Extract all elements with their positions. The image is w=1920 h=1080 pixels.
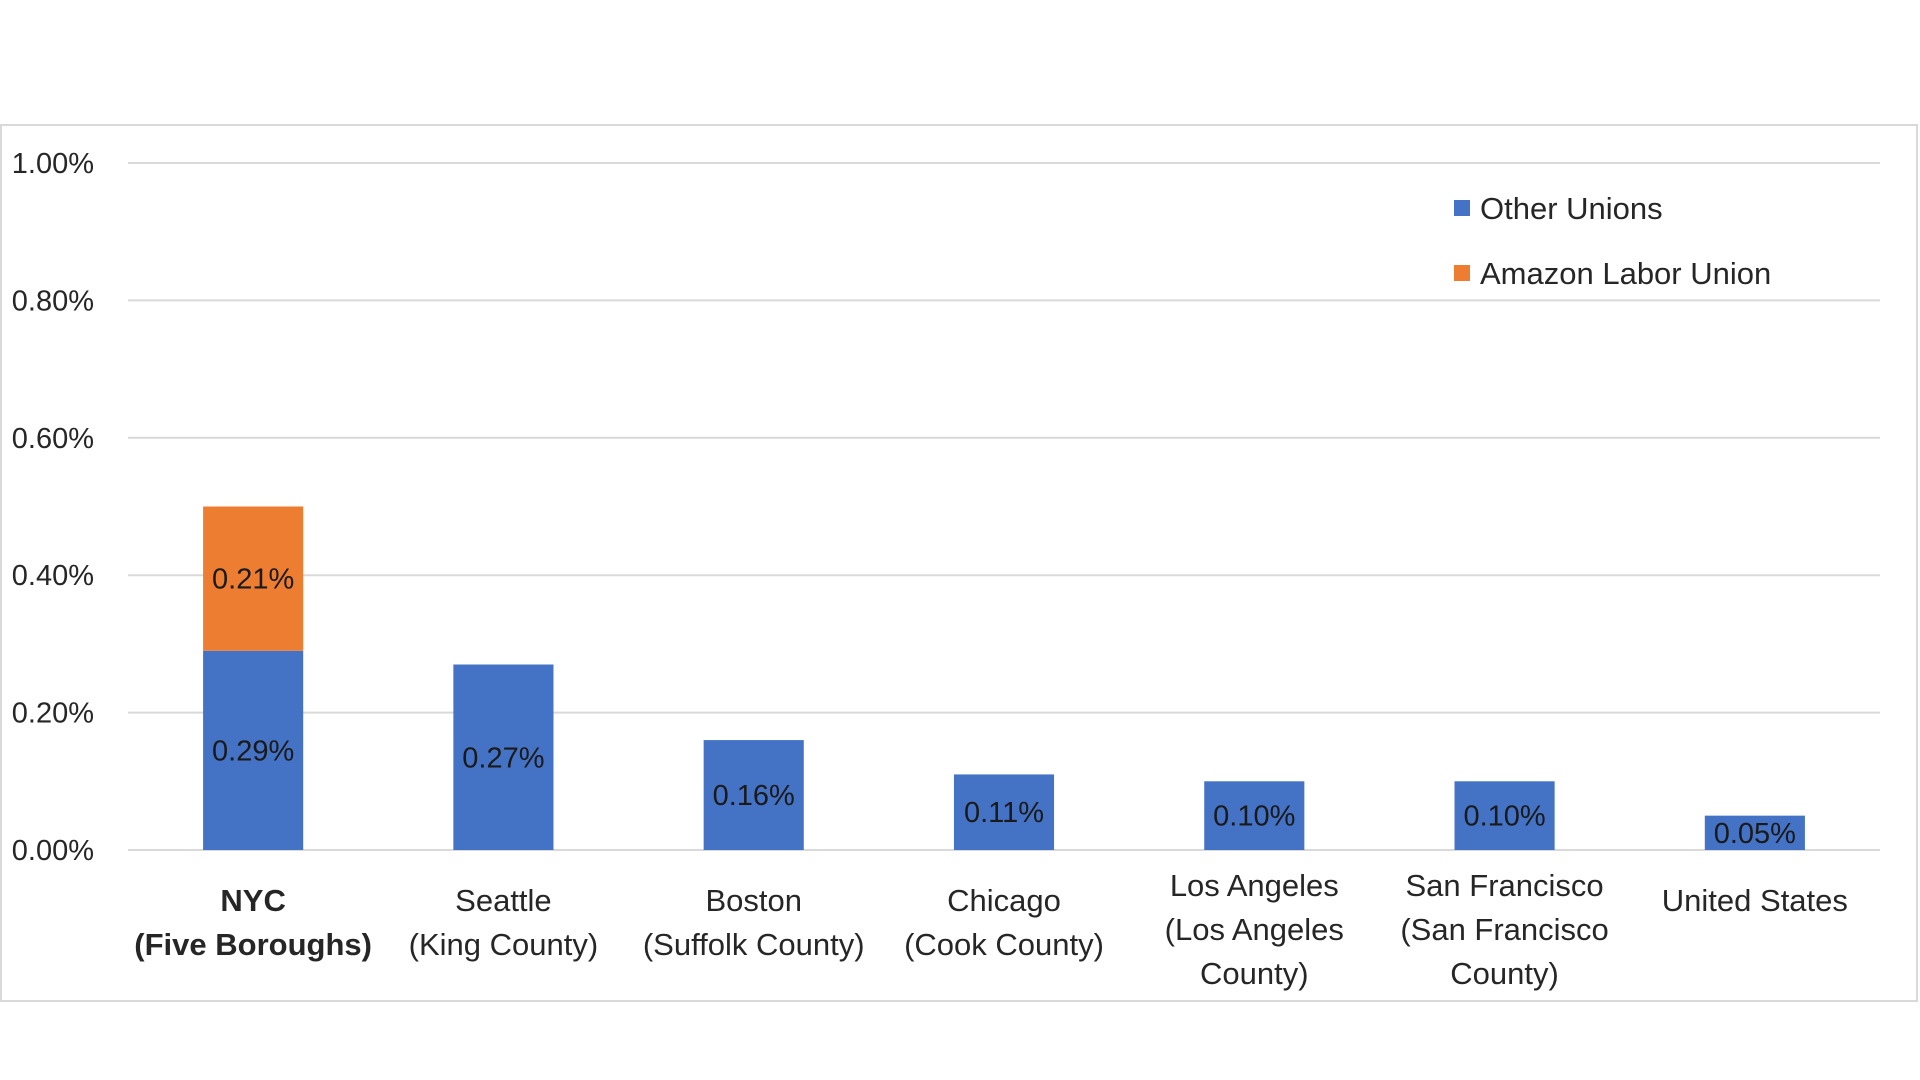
category-label: (King County) <box>409 927 599 962</box>
chart-frame <box>0 124 1918 1002</box>
category-label: (Cook County) <box>904 927 1104 962</box>
category-label: (Suffolk County) <box>643 927 865 962</box>
gridlines <box>128 162 1880 851</box>
data-label: 0.11% <box>964 797 1044 829</box>
data-labels: 0.29% 0.21% 0.27% 0.16% 0.11% 0.10% 0.10% 0.05% <box>212 564 1796 850</box>
bar-amazon-labor-union <box>203 506 304 651</box>
category-label: NYC <box>220 883 285 918</box>
category-label: Chicago <box>947 883 1061 918</box>
x-axis-categories: NYC (Five Boroughs) Seattle (King County) Bo… <box>134 868 1848 991</box>
bar-other-unions <box>453 664 554 850</box>
bar-other-unions <box>1454 781 1555 850</box>
bar-other-unions <box>1204 781 1305 850</box>
y-tick-label: 0.60% <box>12 423 94 455</box>
legend-label: Amazon Labor Union <box>1480 256 1771 291</box>
y-tick-label: 0.20% <box>12 698 94 730</box>
y-tick-label: 0.40% <box>12 560 94 592</box>
y-tick-label: 0.00% <box>12 835 94 867</box>
y-axis-ticks: 0.00% 0.20% 0.40% 0.60% 0.80% 1.00% <box>12 148 94 867</box>
category-label: County) <box>1450 956 1559 991</box>
bars <box>203 506 1805 850</box>
legend-label: Other Unions <box>1480 191 1663 226</box>
category-label: (Los Angeles <box>1165 912 1344 947</box>
data-label: 0.21% <box>212 564 294 596</box>
bar-other-unions <box>703 740 804 850</box>
data-label: 0.05% <box>1714 818 1796 850</box>
data-label: 0.29% <box>212 735 294 767</box>
data-label: 0.10% <box>1213 801 1295 833</box>
legend-swatch <box>1454 200 1470 216</box>
bar-other-unions <box>203 650 304 850</box>
legend-swatch <box>1454 265 1470 281</box>
category-label: (San Francisco <box>1400 912 1608 947</box>
data-label: 0.10% <box>1463 801 1545 833</box>
data-label: 0.27% <box>462 742 544 774</box>
y-tick-label: 0.80% <box>12 285 94 317</box>
category-label: Seattle <box>455 883 552 918</box>
category-label: County) <box>1200 956 1309 991</box>
category-label: Los Angeles <box>1170 868 1339 903</box>
category-label: (Five Boroughs) <box>134 927 372 962</box>
bar-other-unions <box>953 774 1055 850</box>
bar-other-unions <box>1704 815 1805 850</box>
category-label: San Francisco <box>1406 868 1604 903</box>
category-label: Boston <box>705 883 802 918</box>
category-label: United States <box>1662 883 1848 918</box>
data-label: 0.16% <box>713 780 795 812</box>
legend: Other Unions Amazon Labor Union <box>1454 191 1771 291</box>
y-tick-label: 1.00% <box>12 148 94 180</box>
